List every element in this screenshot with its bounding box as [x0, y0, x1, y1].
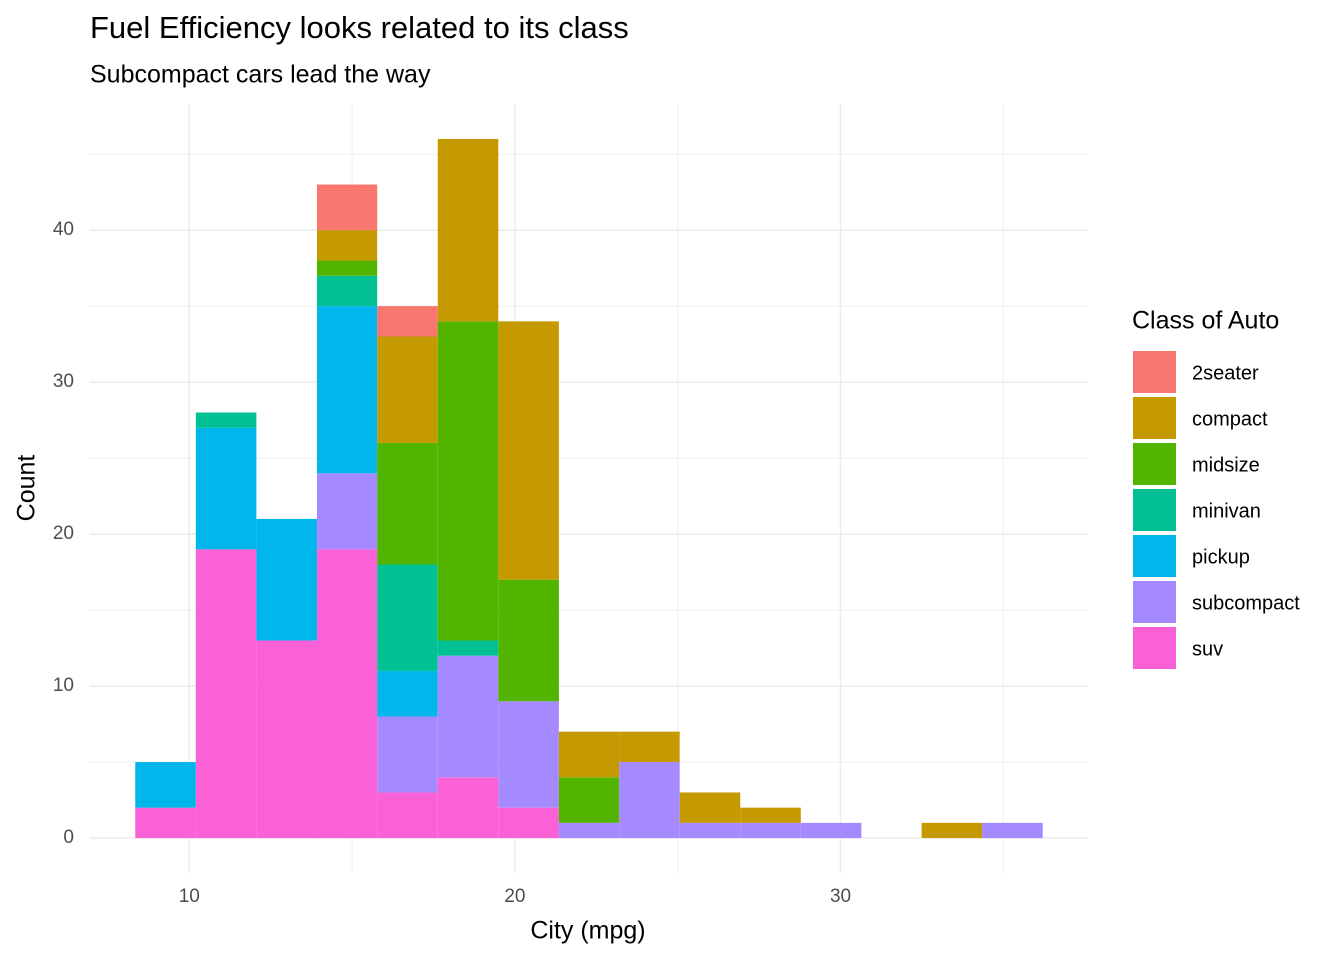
bar-segment [195, 427, 257, 550]
legend-title: Class of Auto [1132, 307, 1279, 335]
bar-segment [437, 777, 499, 839]
chart-title: Fuel Efficiency looks related to its cla… [90, 10, 629, 45]
bar-segment [800, 822, 862, 839]
bar-segment [316, 260, 378, 276]
y-tick-label: 10 [53, 675, 74, 696]
legend-key [1133, 443, 1176, 485]
x-tick-label: 20 [504, 886, 525, 907]
bar-segment [135, 762, 196, 808]
bar-segment [679, 822, 741, 839]
chart-subtitle: Subcompact cars lead the way [90, 61, 431, 89]
legend-label: minivan [1192, 500, 1261, 522]
bar-segment [498, 807, 559, 839]
legend-label: compact [1192, 408, 1268, 430]
bar-segment [619, 762, 680, 839]
bar-segment [498, 579, 559, 702]
y-tick-label: 30 [53, 371, 74, 392]
bar-segment [740, 822, 801, 839]
bar-segment [256, 518, 317, 641]
bar-segment [679, 792, 741, 823]
bar-segment [558, 731, 620, 778]
legend-label: subcompact [1192, 592, 1300, 614]
legend-key [1133, 489, 1176, 531]
bar-segment [316, 473, 378, 550]
bar-segment [316, 549, 378, 839]
bar-segment [377, 670, 438, 717]
bar-segment [377, 442, 438, 565]
bar-segment [316, 184, 378, 231]
bar-segment [437, 640, 499, 656]
bar-segment [982, 822, 1043, 839]
bar-segment [619, 731, 680, 763]
bar-segment [316, 306, 378, 474]
legend-label: midsize [1192, 454, 1260, 476]
legend-label: pickup [1192, 546, 1250, 568]
bar-segment [437, 138, 499, 322]
bar-segment [135, 807, 196, 839]
bar-segment [195, 549, 257, 839]
bar-segment [377, 792, 438, 839]
x-tick-label: 30 [830, 886, 851, 907]
legend-label: suv [1192, 638, 1223, 660]
bar-segment [558, 822, 620, 839]
bar-segment [558, 777, 620, 823]
legend-key [1133, 397, 1176, 439]
legend-key [1133, 627, 1176, 669]
bar-segment [921, 822, 983, 839]
bar-segment [377, 306, 438, 337]
legend-label: 2seater [1192, 362, 1259, 384]
bar-segment [377, 716, 438, 793]
bar-segment [316, 275, 378, 307]
bar-segment [740, 807, 801, 823]
y-axis-title: Count [13, 455, 41, 522]
legend-key [1133, 351, 1176, 393]
bar-segment [498, 321, 559, 580]
bar-segment [316, 230, 378, 261]
x-axis-title: City (mpg) [530, 917, 645, 945]
y-tick-label: 20 [53, 523, 74, 544]
bar-segment [498, 701, 559, 808]
legend-key [1133, 581, 1176, 623]
bar-segment [195, 412, 257, 428]
bar-segment [377, 564, 438, 671]
y-tick-label: 40 [53, 219, 74, 240]
bar-segment [256, 640, 317, 839]
x-tick-label: 10 [179, 886, 200, 907]
bar-segment [437, 655, 499, 778]
bar-segment [437, 321, 499, 641]
bar-segment [377, 336, 438, 443]
legend-key [1133, 535, 1176, 577]
y-tick-label: 0 [63, 827, 74, 848]
